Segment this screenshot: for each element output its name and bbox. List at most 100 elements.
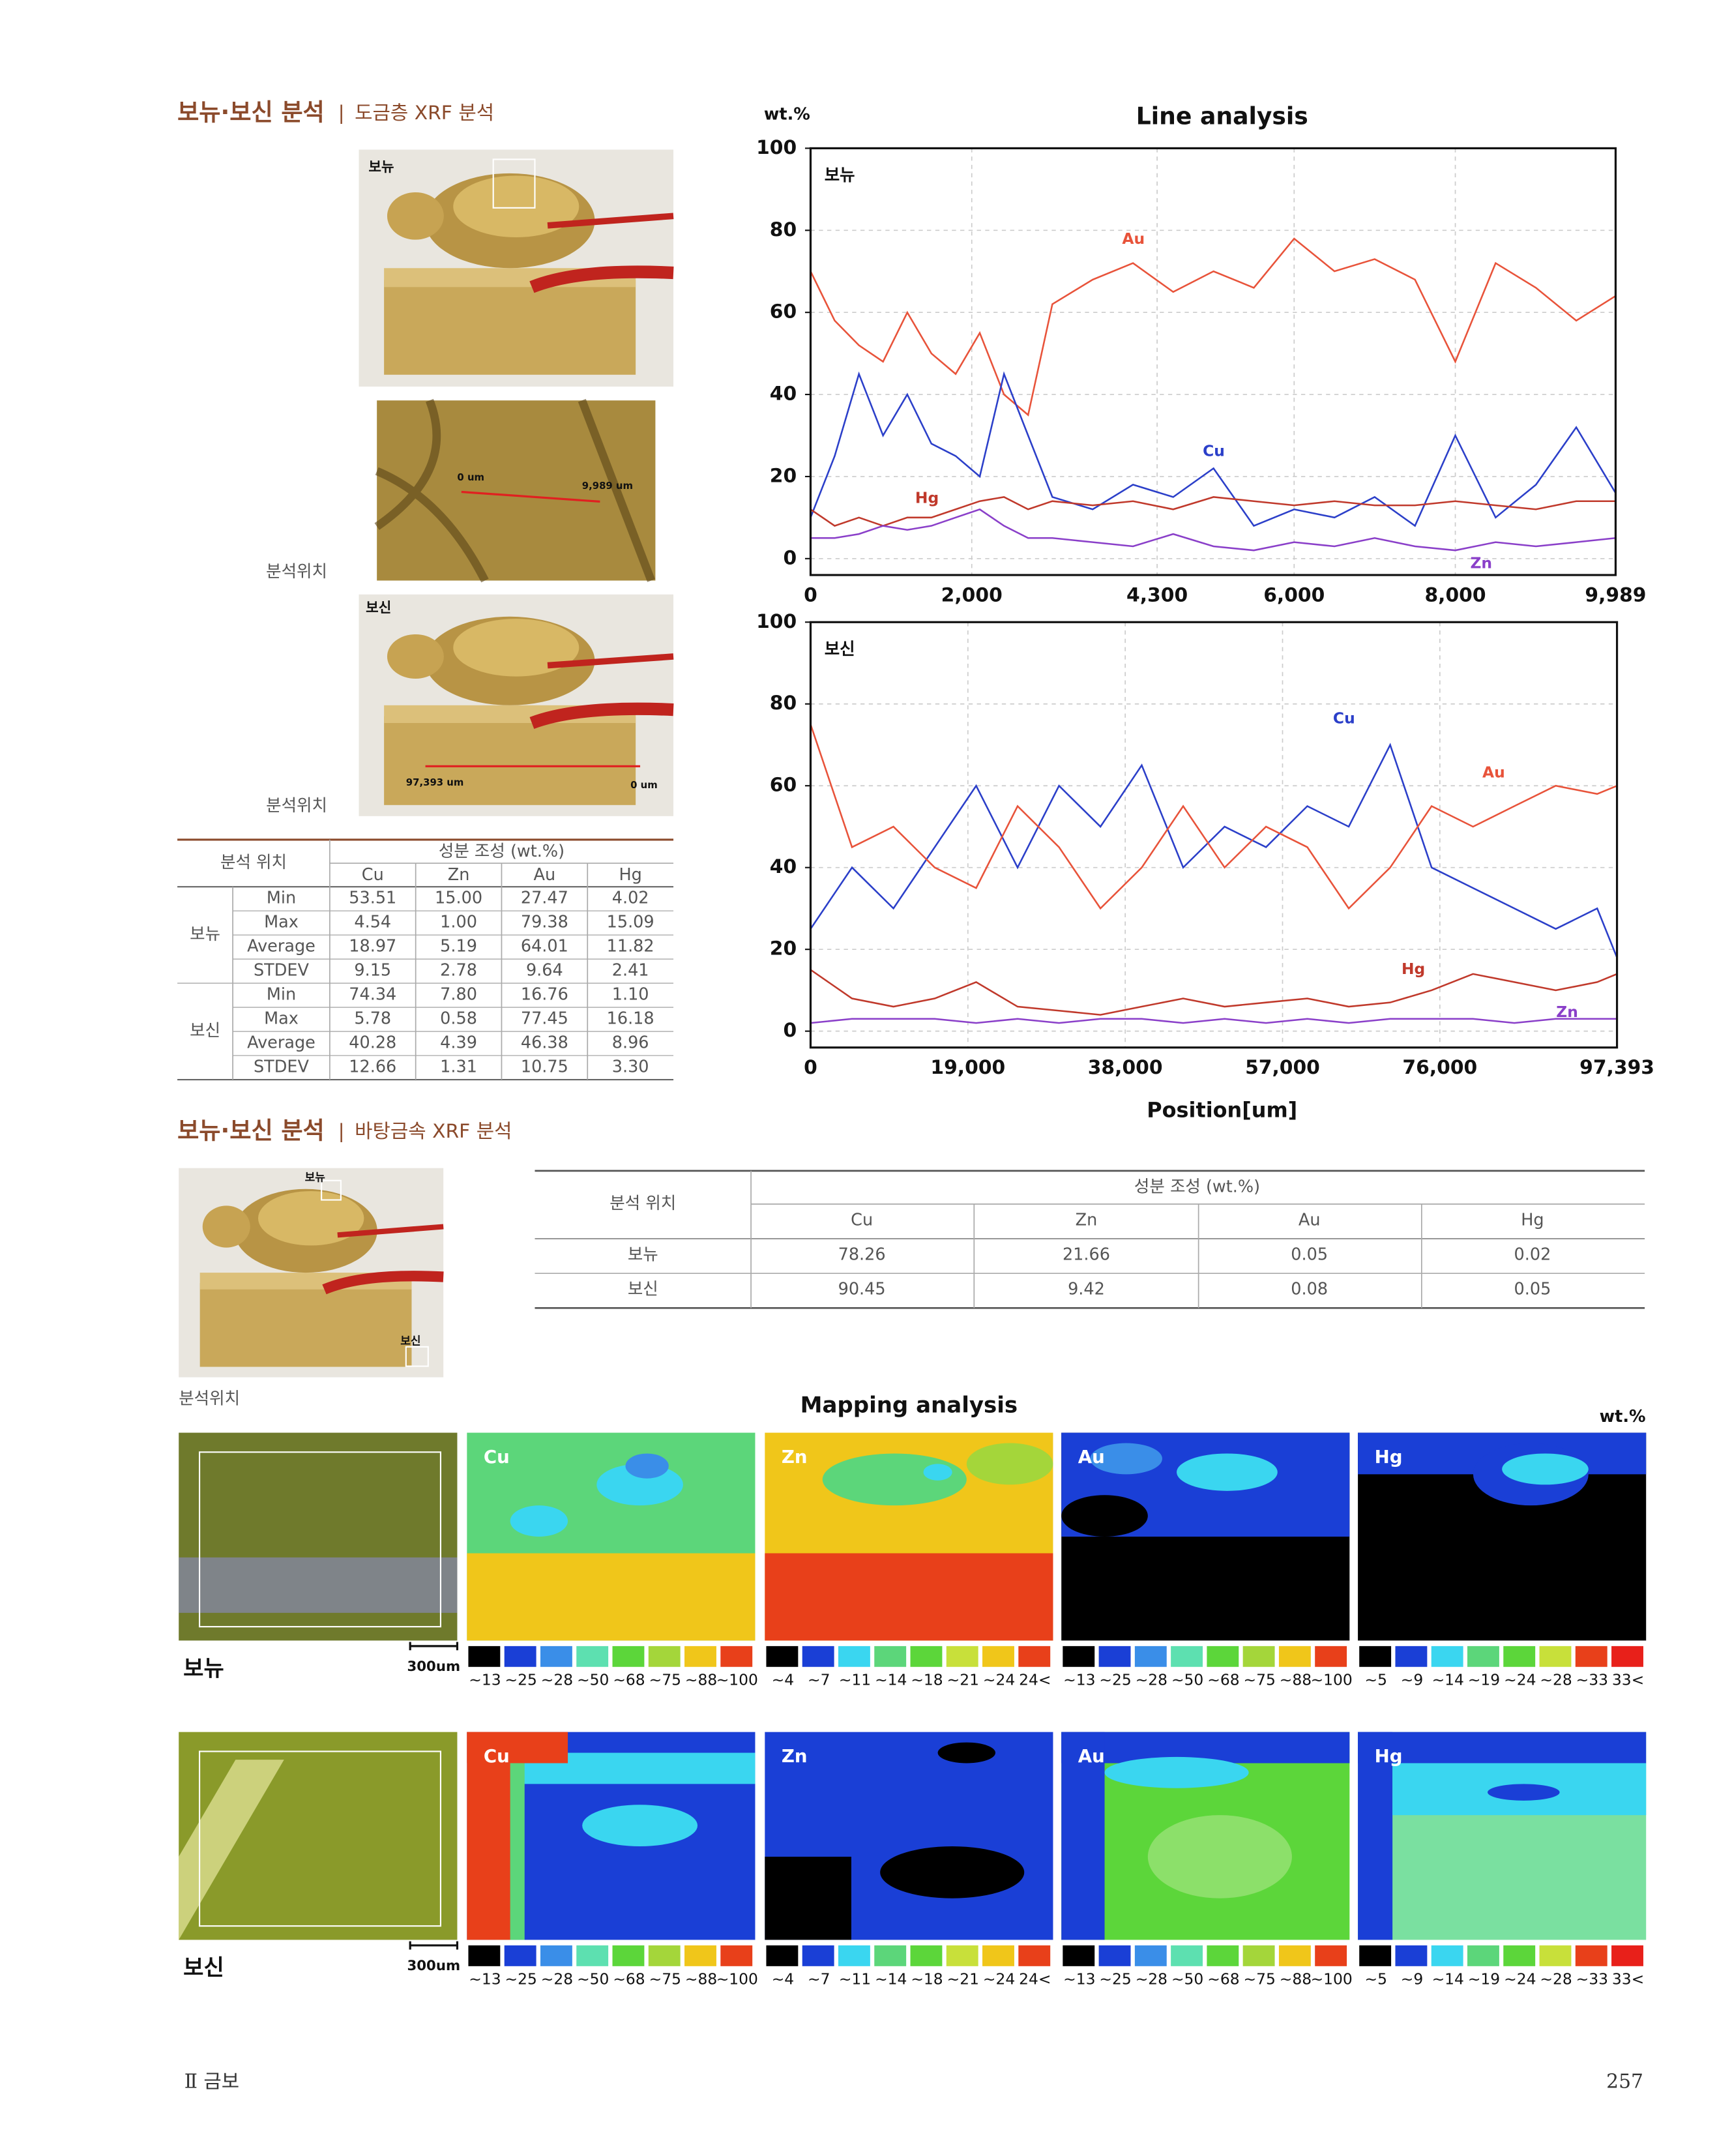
table-cell: 21.66 — [1063, 1245, 1110, 1265]
table-group: 보뉴 — [190, 924, 220, 944]
table-row-label: Min — [267, 985, 296, 1005]
table-row-label: Min — [267, 889, 296, 908]
y-tick-label: 80 — [770, 692, 797, 715]
table-header: Zn — [1076, 1210, 1098, 1230]
legend-label: 24< — [1019, 1671, 1051, 1689]
map-region — [1358, 1732, 1393, 1940]
legend-swatch — [1395, 1945, 1428, 1966]
micrograph-band — [179, 1557, 458, 1613]
scale-bar-label: 300um — [407, 1958, 460, 1974]
legend-label: ~28 — [541, 1970, 573, 1988]
photo-caption: 분석위치 — [179, 1389, 240, 1409]
map-region — [1090, 1443, 1162, 1475]
scale-bar — [409, 1941, 459, 1950]
legend-label: ~24 — [1504, 1671, 1536, 1689]
legend-label: ~7 — [808, 1970, 830, 1988]
y-tick-label: 100 — [756, 610, 797, 633]
data-line — [810, 496, 1616, 527]
legend-swatch — [612, 1945, 645, 1966]
mapping-title: Mapping analysis — [800, 1393, 1018, 1419]
map-element-label: Au — [1078, 1446, 1105, 1468]
legend-swatch — [720, 1945, 753, 1966]
shell-top — [453, 619, 580, 677]
legend-swatch — [1242, 1945, 1275, 1966]
legend-label: ~14 — [875, 1671, 907, 1689]
table-header: 분석 위치 — [609, 1194, 676, 1213]
table-header: Au — [1299, 1210, 1321, 1230]
legend-swatch — [504, 1646, 536, 1667]
legend-swatch — [1134, 1945, 1167, 1966]
photo-label: 보신 — [400, 1335, 420, 1348]
page-number: 257 — [1606, 2070, 1643, 2093]
map-region — [1061, 1732, 1105, 1940]
table-cell: 8.96 — [612, 1033, 649, 1053]
data-line — [810, 1018, 1617, 1024]
legend-label: Hg — [1402, 960, 1425, 978]
legend-label: Au — [1122, 229, 1145, 248]
legend-swatch — [982, 1646, 1014, 1667]
legend-label: ~75 — [649, 1671, 681, 1689]
legend-swatch — [720, 1646, 753, 1667]
footer-chapter: Ⅱ 금보 — [184, 2070, 239, 2093]
map-element-label: Zn — [782, 1446, 808, 1468]
legend-label: ~28 — [1540, 1671, 1572, 1689]
legend-swatch — [946, 1945, 978, 1966]
row-label: 보신 — [183, 1955, 224, 1981]
legend-label: ~19 — [1468, 1970, 1500, 1988]
x-tick-label: 19,000 — [930, 1056, 1005, 1079]
legend-swatch — [1611, 1646, 1643, 1667]
legend-label: ~11 — [839, 1970, 871, 1988]
table-cell: 9.42 — [1068, 1280, 1105, 1299]
section-subtitle: 바탕금속 XRF 분석 — [355, 1120, 512, 1143]
legend-swatch — [1278, 1646, 1311, 1667]
data-line — [810, 743, 1618, 958]
map-region — [510, 1505, 568, 1537]
legend-swatch — [684, 1646, 716, 1667]
x-axis-label: Position[um] — [1147, 1098, 1297, 1123]
y-tick-label: 20 — [770, 938, 797, 960]
micrograph-frame — [199, 1451, 442, 1628]
photo-label: 97,393 um — [406, 776, 464, 788]
legend-swatch — [1431, 1646, 1463, 1667]
table-cell: 0.05 — [1291, 1245, 1328, 1265]
map-region — [467, 1553, 756, 1641]
legend-label: ~68 — [613, 1970, 645, 1988]
plot-frame — [809, 147, 1617, 576]
legend-label: Cu — [1333, 709, 1355, 728]
legend-label: ~13 — [1063, 1970, 1095, 1988]
legend-swatch — [1539, 1646, 1572, 1667]
legend-label: ~100 — [1311, 1970, 1353, 1988]
table-cell: 5.78 — [354, 1009, 391, 1029]
cord — [547, 653, 674, 669]
table-cell: 4.02 — [612, 889, 649, 908]
table-cell: 15.00 — [435, 889, 482, 908]
zoom-box — [321, 1179, 342, 1201]
map-region — [1358, 1732, 1647, 1764]
legend-swatch — [838, 1646, 870, 1667]
legend-label: Au — [1482, 763, 1505, 781]
legend-label: ~4 — [772, 1671, 794, 1689]
cord — [529, 702, 674, 730]
map-region — [1488, 1784, 1560, 1801]
y-tick-label: 80 — [770, 218, 797, 241]
x-tick-label: 8,000 — [1424, 583, 1486, 606]
legend-label: 24< — [1019, 1970, 1051, 1988]
table-cell: 18.97 — [349, 937, 396, 956]
data-line — [810, 969, 1618, 1016]
legend-label: ~9 — [1401, 1970, 1423, 1988]
legend-label: ~21 — [947, 1970, 979, 1988]
section-title: 보뉴·보신 분석 — [177, 98, 325, 126]
cord — [547, 213, 674, 229]
legend-label: ~68 — [613, 1671, 645, 1689]
legend-label: Hg — [915, 489, 939, 507]
legend-swatch — [1018, 1945, 1051, 1966]
map-region — [1147, 1815, 1292, 1898]
table-cell: 9.15 — [354, 961, 391, 981]
x-tick-label: 38,000 — [1088, 1056, 1163, 1079]
panel-label: 보신 — [825, 640, 855, 659]
photo-label: 0 um — [457, 471, 484, 483]
legend-swatch — [1098, 1646, 1131, 1667]
table-group: 보신 — [190, 1021, 220, 1041]
x-tick-label: 4,300 — [1126, 583, 1188, 606]
scale-bar-label: 300um — [407, 1659, 460, 1675]
